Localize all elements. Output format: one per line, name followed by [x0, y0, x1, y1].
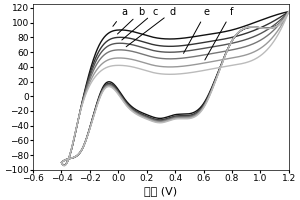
Text: e: e	[184, 7, 209, 53]
Text: b: b	[118, 7, 144, 34]
Text: c: c	[122, 7, 158, 40]
Text: d: d	[126, 7, 175, 47]
X-axis label: 电压 (V): 电压 (V)	[144, 186, 178, 196]
Text: a: a	[113, 7, 127, 26]
Text: f: f	[205, 7, 234, 60]
